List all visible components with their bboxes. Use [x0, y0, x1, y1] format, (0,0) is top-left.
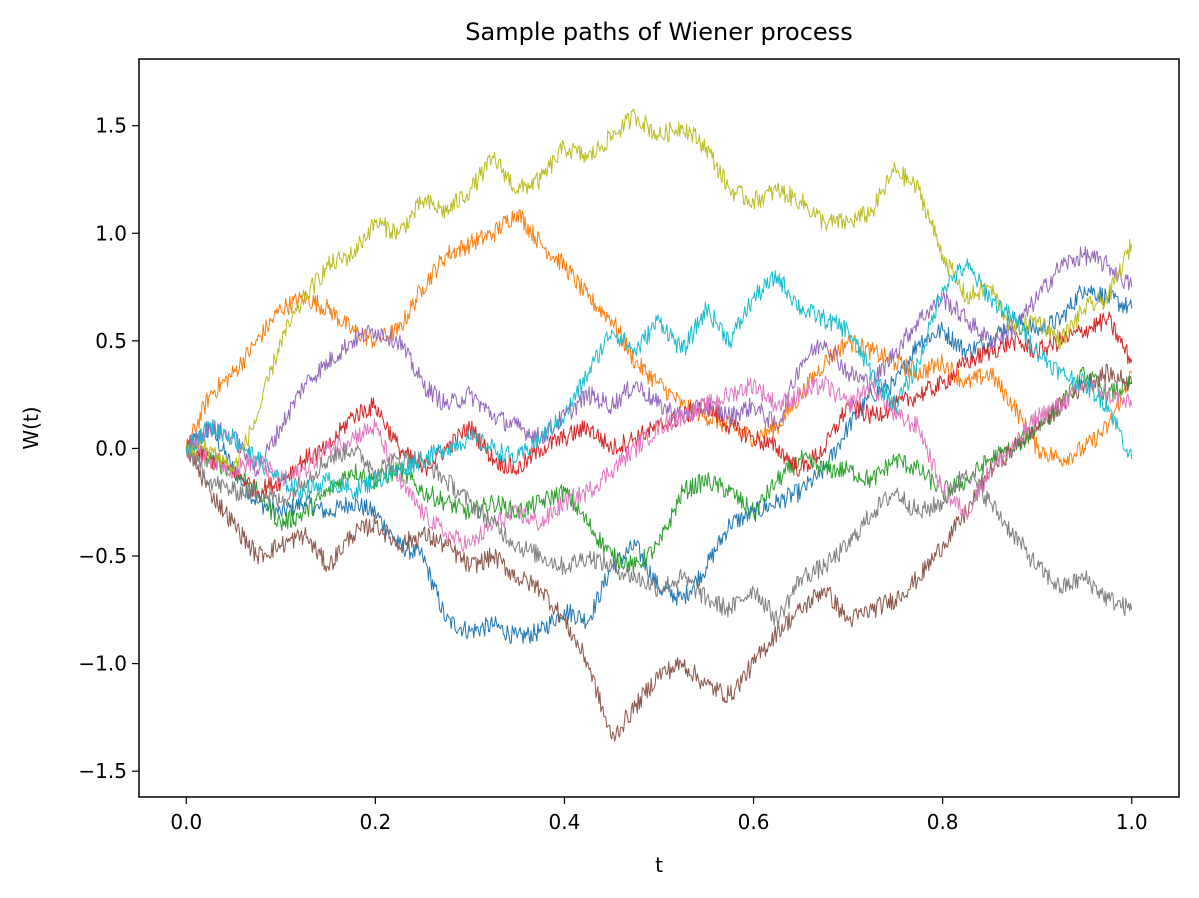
series-line-2 — [185, 208, 1133, 467]
series-line-5 — [186, 246, 1133, 477]
y-axis-label: W(t) — [19, 406, 43, 449]
y-tick-label: 1.5 — [95, 114, 127, 138]
chart-title: Sample paths of Wiener process — [465, 18, 852, 46]
y-tick-label: 1.0 — [95, 221, 127, 245]
y-tick-label: −1.0 — [78, 652, 127, 676]
x-axis-label: t — [655, 853, 663, 877]
y-axis: −1.5 −1.0 −0.5 0.0 0.5 1.0 1.5 — [78, 114, 139, 783]
x-tick-label: 0.6 — [738, 810, 770, 834]
y-tick-label: −1.5 — [78, 759, 127, 783]
x-tick-label: 0.2 — [359, 810, 391, 834]
x-tick-label: 0.0 — [170, 810, 202, 834]
y-tick-label: −0.5 — [78, 544, 127, 568]
series-line-6 — [185, 363, 1133, 742]
x-axis: 0.0 0.2 0.4 0.6 0.8 1.0 — [170, 797, 1148, 834]
x-tick-label: 1.0 — [1116, 810, 1148, 834]
series-layer — [185, 108, 1133, 742]
x-tick-label: 0.4 — [549, 810, 581, 834]
y-tick-label: 0.0 — [95, 436, 127, 460]
plot-frame — [138, 58, 1180, 798]
series-line-10 — [185, 258, 1133, 500]
series-line-9 — [185, 108, 1133, 472]
series-line-8 — [185, 442, 1133, 629]
y-tick-label: 0.5 — [95, 329, 127, 353]
x-tick-label: 0.8 — [927, 810, 959, 834]
